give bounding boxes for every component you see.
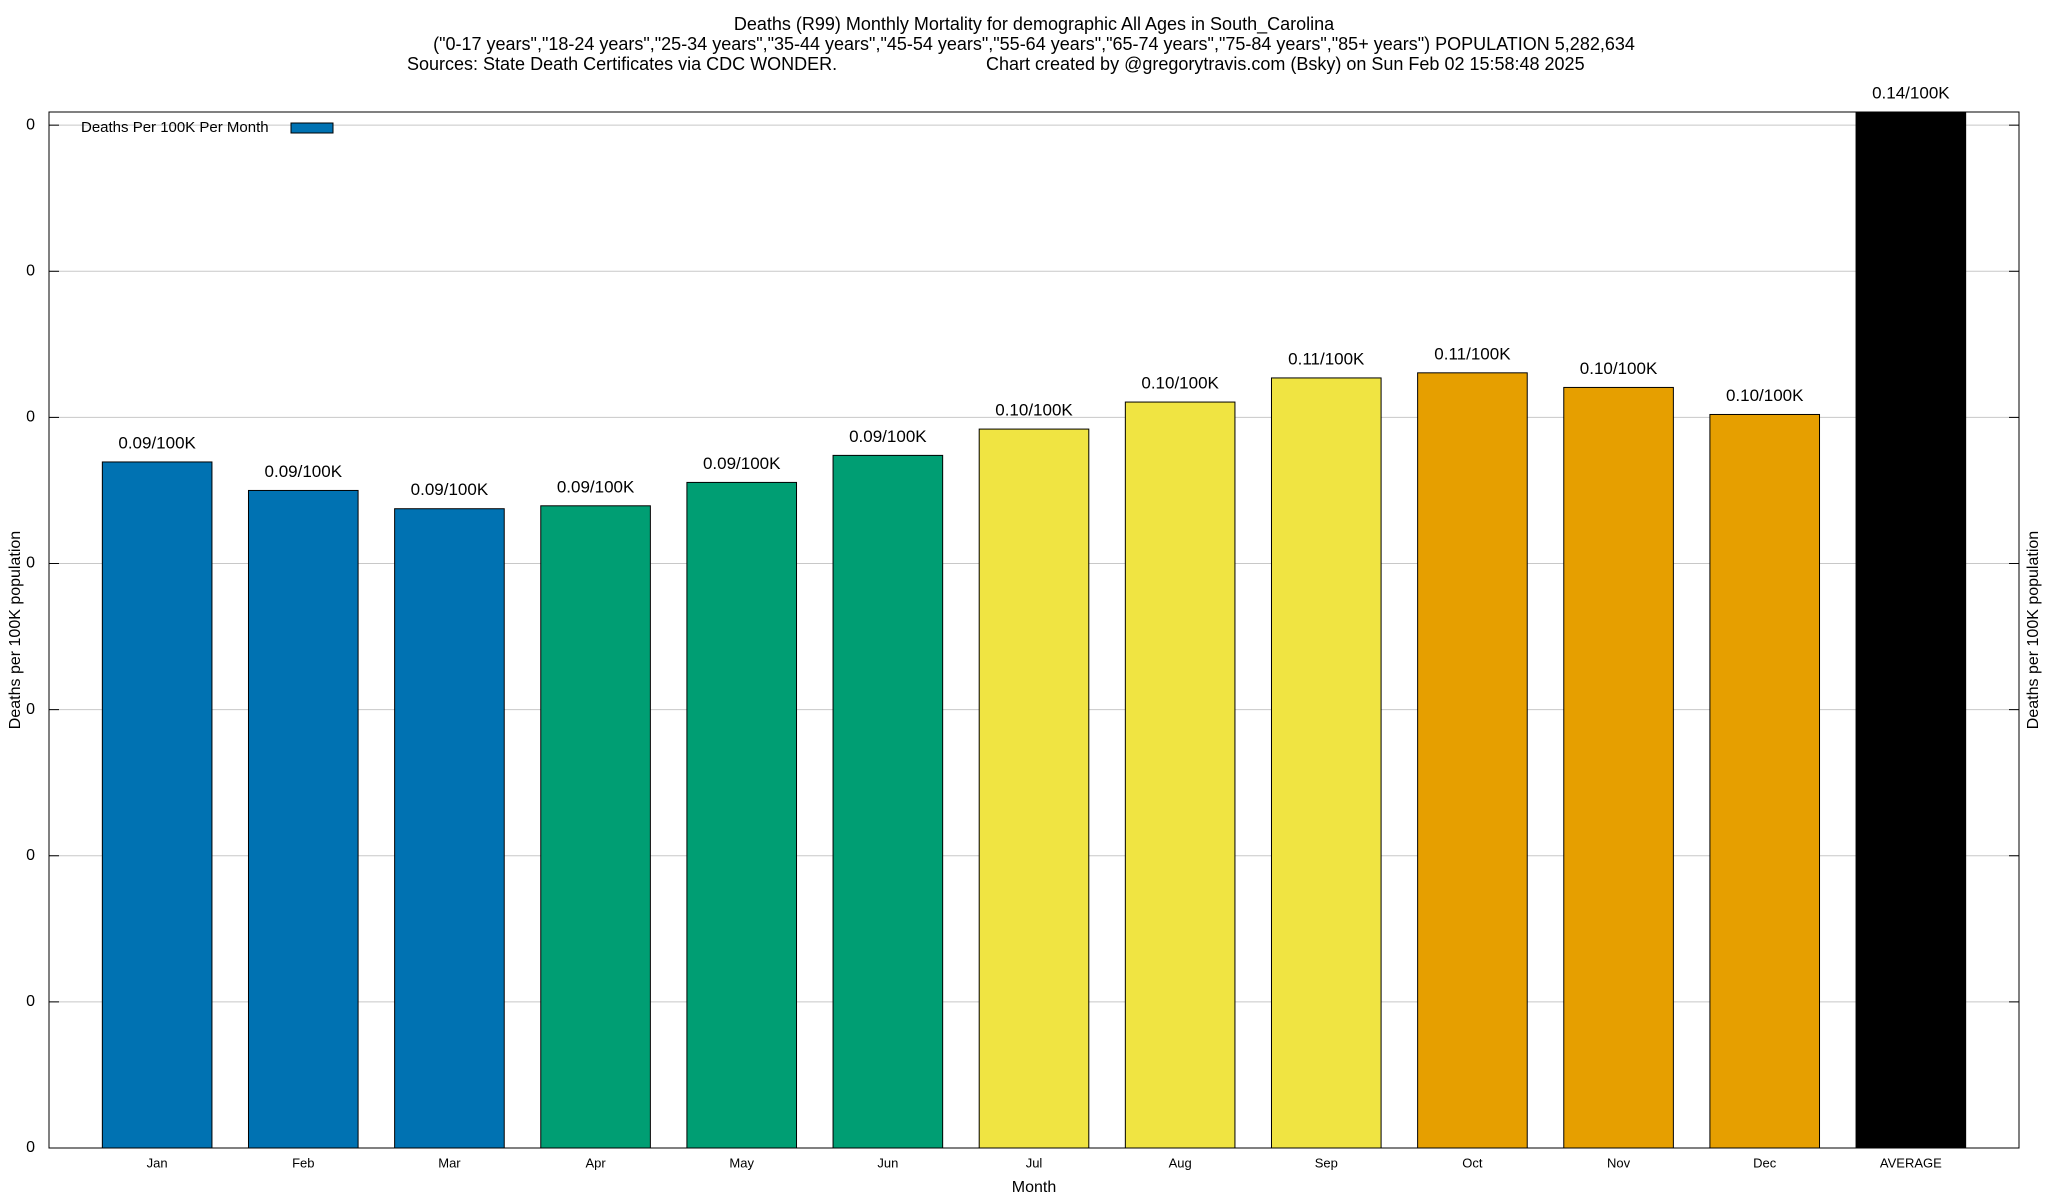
plot-area (101, 112, 1967, 1148)
value-label: 0.09/100K (411, 480, 489, 499)
bar (394, 508, 505, 1148)
x-tick-label: AVERAGE (1880, 1155, 1942, 1170)
bar (1855, 112, 1967, 1148)
bar (832, 454, 944, 1148)
chart-title: Deaths (R99) Monthly Mortality for demog… (734, 14, 1335, 35)
x-tick-label: Jun (877, 1155, 898, 1170)
y-tick-label: 0 (26, 409, 35, 426)
x-tick-label: Mar (438, 1155, 461, 1170)
y2-axis-label: Deaths per 100K population (2025, 531, 2042, 729)
x-tick-label: Jul (1026, 1155, 1043, 1170)
value-label: 0.11/100K (1434, 344, 1511, 363)
value-label: 0.09/100K (118, 433, 196, 452)
bar (978, 428, 1090, 1148)
bar (101, 461, 213, 1148)
legend-label: Deaths Per 100K Per Month (81, 119, 269, 136)
x-tick-label: Dec (1753, 1155, 1777, 1170)
credit-note: Chart created by @gregorytravis.com (Bsk… (986, 54, 1585, 74)
x-tick-label: Feb (292, 1155, 314, 1170)
y-tick-label: 0 (26, 993, 35, 1010)
x-tick-label: Sep (1315, 1155, 1338, 1170)
bar (1417, 372, 1528, 1148)
y-tick-label: 0 (26, 116, 35, 133)
x-axis-label: Month (1012, 1179, 1056, 1196)
x-tick-label: Oct (1462, 1155, 1483, 1170)
bar (1270, 377, 1382, 1148)
bar (247, 489, 359, 1148)
bar (1563, 386, 1674, 1148)
y-tick-label: 0 (26, 701, 35, 718)
bar (1124, 401, 1236, 1148)
x-tick-label: Jan (147, 1155, 168, 1170)
value-label: 0.09/100K (265, 462, 343, 481)
y-axis-label: Deaths per 100K population (7, 531, 24, 729)
value-label: 0.10/100K (1580, 359, 1658, 378)
y-tick-label: 0 (26, 1139, 35, 1156)
value-label: 0.10/100K (1141, 374, 1219, 393)
y-tick-label: 0 (26, 847, 35, 864)
bar (540, 505, 651, 1148)
value-label: 0.10/100K (1726, 386, 1804, 405)
x-tick-label: Aug (1169, 1155, 1192, 1170)
sources-note: Sources: State Death Certificates via CD… (407, 54, 837, 74)
value-label: 0.09/100K (849, 427, 927, 446)
y-tick-label: 0 (26, 555, 35, 572)
value-label: 0.09/100K (557, 477, 635, 496)
x-tick-label: Apr (585, 1155, 606, 1170)
value-label: 0.09/100K (703, 454, 781, 473)
bar (1709, 413, 1821, 1148)
value-label: 0.14/100K (1872, 83, 1950, 102)
bar (686, 481, 798, 1148)
value-label: 0.11/100K (1288, 349, 1365, 368)
chart-subtitle: ("0-17 years","18-24 years","25-34 years… (433, 34, 1635, 54)
value-label: 0.10/100K (995, 401, 1073, 420)
legend-swatch (290, 122, 334, 134)
y-tick-label: 0 (26, 262, 35, 279)
plot-frame (48, 111, 2020, 1149)
x-tick-label: Nov (1607, 1155, 1631, 1170)
x-tick-label: May (729, 1155, 754, 1170)
